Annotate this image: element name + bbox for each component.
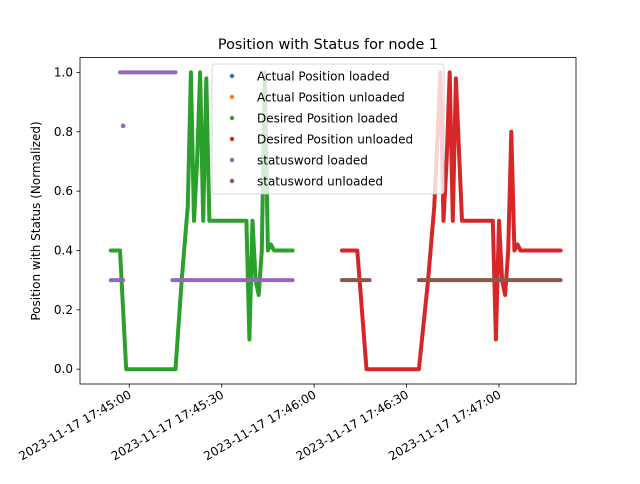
series-desired-position-unloaded <box>339 70 563 372</box>
legend: Actual Position loaded Actual Position un… <box>211 63 445 195</box>
legend-label: Desired Position unloaded <box>257 133 413 147</box>
y-axis-label: Position with Status (Normalized) <box>29 121 43 320</box>
y-tick-label: 0.2 <box>54 303 73 317</box>
y-tick-label: 1.0 <box>54 65 73 79</box>
y-tick-label: 0.6 <box>54 184 73 198</box>
y-tick-label: 0.8 <box>54 125 73 139</box>
series-statusword-loaded <box>108 70 295 283</box>
legend-label: statusword unloaded <box>257 175 383 189</box>
legend-label: Actual Position unloaded <box>257 91 405 105</box>
legend-marker <box>229 115 235 121</box>
y-tick-label: 0.4 <box>54 243 73 257</box>
legend-marker <box>229 73 235 79</box>
chart-title: Position with Status for node 1 <box>218 37 438 53</box>
legend-label: statusword loaded <box>257 154 368 168</box>
legend-marker <box>229 178 235 184</box>
legend-marker <box>229 136 235 142</box>
y-tick-label: 0.0 <box>54 362 73 376</box>
legend-marker <box>229 157 235 163</box>
legend-label: Desired Position loaded <box>257 112 398 126</box>
legend-label: Actual Position loaded <box>257 70 390 84</box>
legend-marker <box>229 94 235 100</box>
legend-frame <box>211 63 445 195</box>
plot-frame <box>79 57 577 385</box>
series-statusword-loaded-point <box>120 123 126 129</box>
